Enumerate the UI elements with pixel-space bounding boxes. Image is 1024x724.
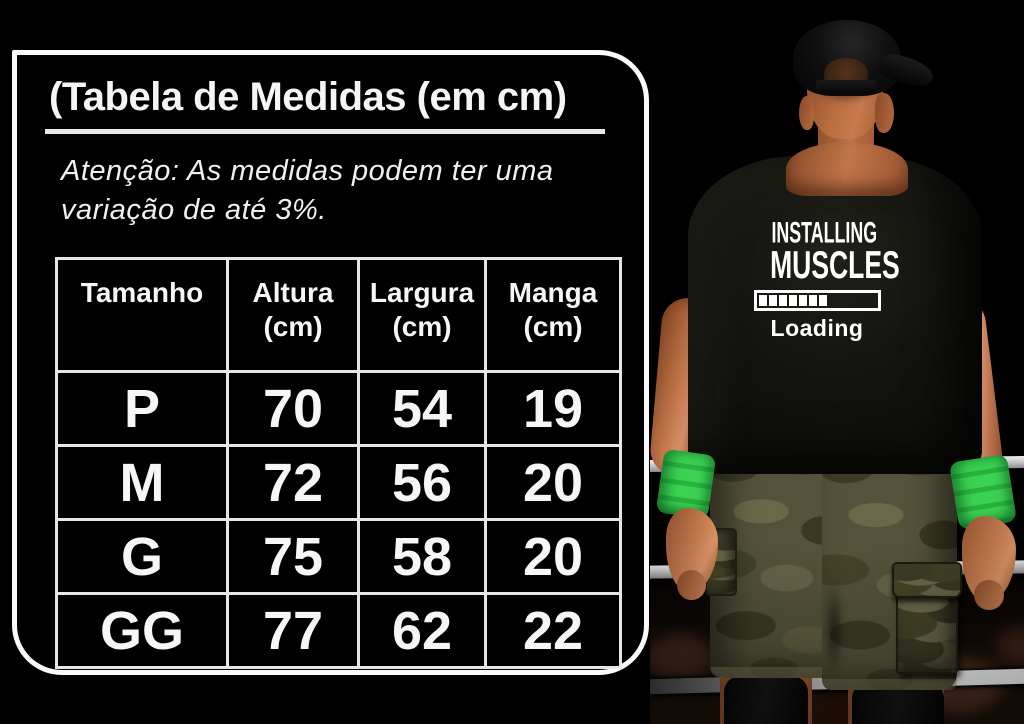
variation-note-line2: variação de até 3%. [61,194,327,226]
progress-segment [808,295,817,306]
largura-cell: 54 [357,370,487,447]
progress-segment [758,295,767,306]
manga-cell: 19 [484,370,622,447]
header-largura: Largura (cm) [357,257,487,373]
progress-segment [798,295,807,306]
variation-note: Atenção: As medidas podem ter uma variaçã… [61,152,554,230]
progress-segment [788,295,797,306]
manga-cell: 20 [484,518,622,595]
size-cell: GG [55,592,229,669]
table-row: G 75 58 20 [55,518,622,595]
right-ear [875,93,894,133]
camo-shorts [705,440,962,692]
page-title: (Tabela de Medidas (em cm) [49,75,567,119]
size-table: Tamanho Altura (cm) Largura (cm) Manga (cm)… [55,257,622,669]
largura-cell: 62 [357,592,487,669]
size-cell: P [55,370,229,447]
shirt-print-loading-label: Loading [770,315,864,341]
manga-cell: 22 [484,592,622,669]
largura-cell: 58 [357,518,487,595]
progress-segments [758,295,827,306]
altura-cell: 72 [226,444,360,521]
table-header-row: Tamanho Altura (cm) Largura (cm) Manga (cm) [55,257,622,373]
shirt-print-line1: INSTALLING [771,216,878,250]
table-row: P 70 54 19 [55,370,622,447]
table-row: M 72 56 20 [55,444,622,521]
loading-bar [753,290,881,311]
header-tamanho: Tamanho [55,257,229,373]
product-photo: INSTALLING MUSCLES Loading [650,0,1024,724]
progress-segment [768,295,777,306]
cargo-pocket-flap [892,562,962,598]
shorts-inseam-shadow [826,580,842,680]
t-shirt-back: INSTALLING MUSCLES Loading [688,156,982,474]
variation-note-line1: Atenção: As medidas podem ter uma [61,155,554,187]
size-chart-panel: (Tabela de Medidas (em cm) Atenção: As m… [12,50,649,675]
title-underline [45,129,605,134]
altura-cell: 75 [226,518,360,595]
size-cell: G [55,518,229,595]
progress-segment [818,295,827,306]
left-ear [799,96,814,130]
header-manga: Manga (cm) [484,257,622,373]
left-sock [724,676,808,724]
manga-cell: 20 [484,444,622,521]
shorts-hem [710,667,838,678]
altura-cell: 70 [226,370,360,447]
shirt-print: INSTALLING MUSCLES Loading [748,216,900,342]
shirt-print-line2: MUSCLES [770,244,900,287]
shorts-hem [822,679,957,690]
shoulders [786,142,908,196]
altura-cell: 77 [226,592,360,669]
table-row: GG 77 62 22 [55,592,622,669]
largura-cell: 56 [357,444,487,521]
header-altura: Altura (cm) [226,257,360,373]
cap-strap [816,80,876,94]
size-cell: M [55,444,229,521]
side-pocket-flap [705,528,737,596]
progress-segment [778,295,787,306]
